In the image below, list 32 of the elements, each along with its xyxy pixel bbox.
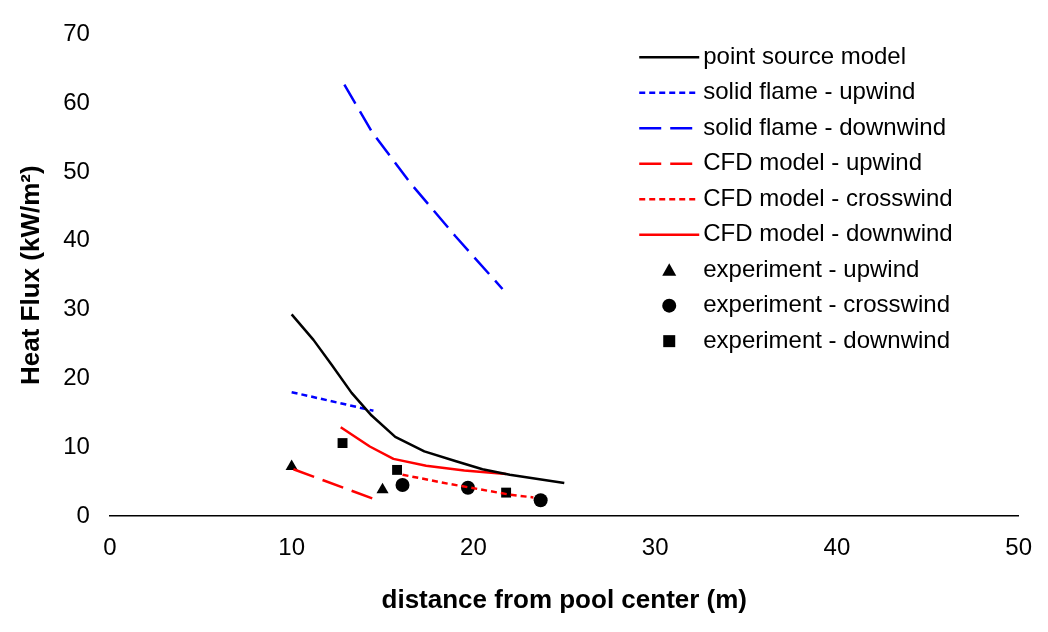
legend-label: solid flame - downwind <box>703 112 947 140</box>
x-tick-label: 20 <box>460 533 487 561</box>
legend-label: CFD model - upwind <box>703 148 922 176</box>
x-axis-title: distance from pool center (m) <box>381 583 748 614</box>
legend-label: point source model <box>703 41 907 69</box>
y-tick-label: 60 <box>63 87 90 115</box>
y-tick-label: 20 <box>63 363 90 391</box>
x-tick-label: 50 <box>1005 533 1032 561</box>
x-tick-label: 10 <box>278 533 305 561</box>
point <box>533 493 548 508</box>
legend-label: CFD model - crosswind <box>703 183 953 211</box>
y-tick-label: 0 <box>76 500 90 528</box>
legend-label: CFD model - downwind <box>703 219 953 247</box>
y-tick-label: 40 <box>63 225 90 253</box>
point <box>395 478 410 493</box>
line-series <box>343 83 504 291</box>
y-tick-label: 50 <box>63 156 90 184</box>
x-tick-label: 0 <box>103 533 117 561</box>
x-tick-label: 40 <box>823 533 851 561</box>
x-tick-label: 30 <box>641 533 669 561</box>
legend-label: solid flame - upwind <box>703 77 916 105</box>
point <box>285 459 298 470</box>
point <box>337 438 348 449</box>
point <box>376 482 389 494</box>
legend-label: experiment - crosswind <box>703 290 950 318</box>
y-tick-label: 70 <box>63 19 90 47</box>
legend-label: experiment - downwind <box>703 325 951 353</box>
y-axis-title: Heat Flux (kW/m²) <box>14 165 45 385</box>
legend-label: experiment - upwind <box>703 254 920 282</box>
point <box>392 464 403 475</box>
y-tick-label: 30 <box>63 294 90 322</box>
y-tick-label: 10 <box>63 431 90 459</box>
